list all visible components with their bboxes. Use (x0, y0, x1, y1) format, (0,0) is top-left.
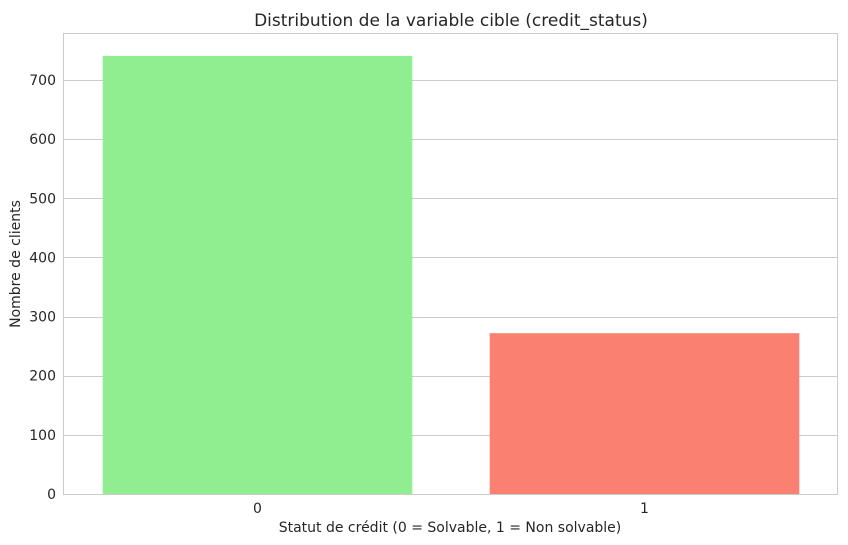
x-axis-label: Statut de crédit (0 = Solvable, 1 = Non … (279, 520, 622, 536)
bar-1 (489, 333, 800, 494)
y-axis-label: Nombre de clients (8, 200, 24, 328)
y-axis-ticks: 0 100 200 300 400 500 600 700 (29, 73, 56, 503)
x-tick-label: 0 (253, 501, 262, 517)
y-tick-label: 200 (29, 369, 56, 385)
chart-title: Distribution de la variable cible (credi… (254, 11, 648, 31)
y-tick-label: 400 (29, 250, 56, 266)
y-tick-label: 700 (29, 73, 56, 89)
y-tick-label: 600 (29, 132, 56, 148)
bars (102, 55, 800, 494)
plot-frame (63, 33, 838, 495)
y-tick-label: 100 (29, 428, 56, 444)
y-tick-label: 300 (29, 310, 56, 326)
y-tick-label: 0 (47, 487, 56, 503)
x-tick-label: 1 (640, 501, 649, 517)
bar-0 (102, 55, 413, 494)
y-tick-label: 500 (29, 191, 56, 207)
